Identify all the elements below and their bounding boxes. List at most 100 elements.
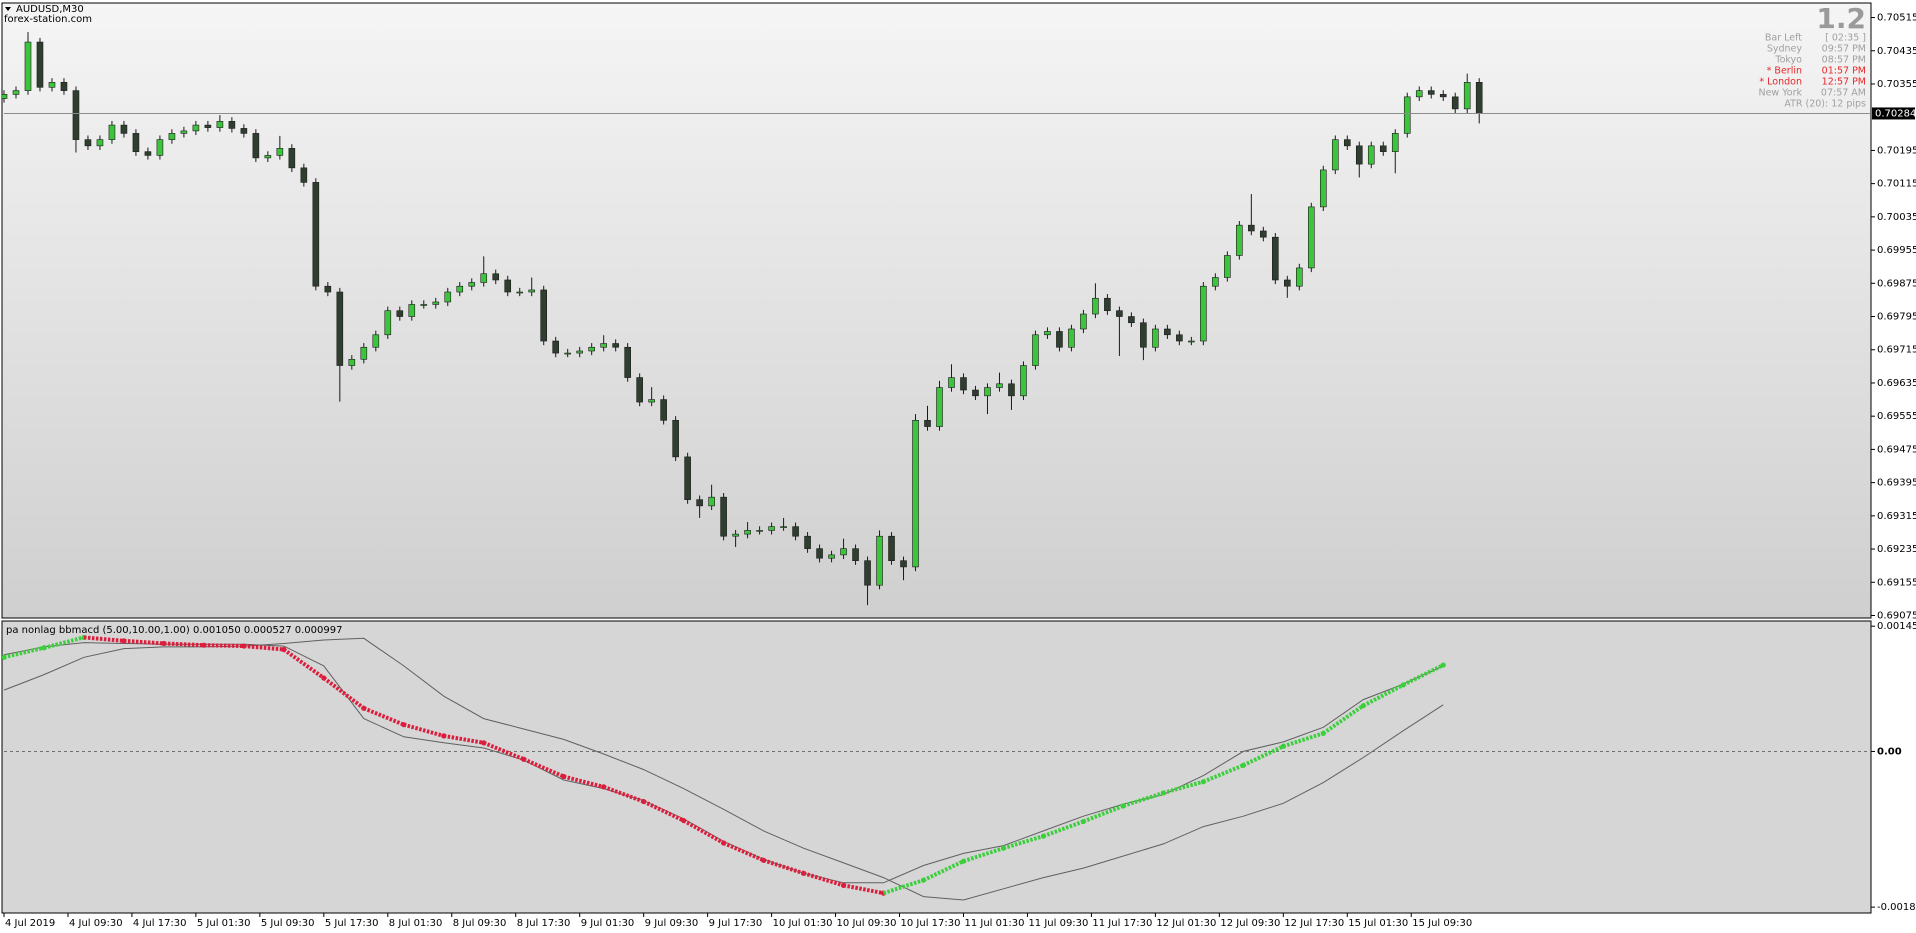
symbol-menu-arrow[interactable] [5,7,11,11]
main-segment [882,878,925,896]
info-label: * Berlin [1767,66,1802,77]
candle-body [672,420,679,458]
candle-body [852,548,859,561]
candle-body [348,358,356,366]
info-label: * London [1759,77,1802,88]
candle-body [72,90,80,140]
info-value: 09:57 PM [1822,44,1866,55]
candle-body [504,279,512,293]
candle-body [528,289,536,293]
info-value: 12:57 PM [1822,77,1866,88]
x-tick-label: 12 Jul 17:30 [1284,918,1344,929]
candle-body [924,420,931,427]
candle-body [1164,328,1171,336]
candle-body [792,526,799,537]
info-label: Tokyo [1774,55,1802,66]
x-tick-label: 10 Jul 17:30 [901,918,961,929]
info-value: 08:57 PM [1822,55,1866,66]
candle-body [1439,94,1447,98]
candle-body [1403,96,1411,134]
candle-body [720,496,727,537]
y-tick-label: 0.69235 [1877,544,1916,555]
candle-body [648,399,655,403]
info-label: Sydney [1767,44,1803,55]
candle-body [828,554,835,559]
candle-body [1044,331,1051,336]
candle-body [684,456,691,500]
y-tick-label: 0.69315 [1877,511,1916,522]
candle-body [552,340,560,354]
candle-body [216,121,224,128]
x-tick-label: 4 Jul 09:30 [69,918,123,929]
candle-body [1152,328,1159,348]
y-tick-label: 0.69155 [1877,577,1916,588]
candle-body [180,130,188,134]
candle-body [144,151,152,156]
candle-body [1272,236,1279,281]
candle-body [36,41,44,88]
candle-body [432,301,440,305]
candle-body [204,124,212,128]
y-tick-label: 0.70115 [1877,179,1916,190]
y-tick-label: 0.70435 [1877,46,1916,57]
candle-body [60,82,68,91]
y-tick-label: 0.00145 [1877,621,1916,632]
candle-body [456,285,464,293]
candle-body [756,530,763,532]
main-segment [642,799,685,823]
y-tick-label: 0.69795 [1877,312,1916,323]
main-segment [1402,663,1445,687]
main-segment [403,722,445,738]
x-tick-label: 9 Jul 01:30 [581,918,635,929]
candle-body [876,535,883,586]
candle-body [96,139,104,147]
candle-body [972,389,979,397]
candle-body [12,90,20,95]
y-tick-label: 0.70355 [1877,79,1916,90]
main-segment [1082,804,1125,824]
candle-body [1284,279,1291,287]
y-tick-label: 0.70195 [1877,145,1916,156]
candle-body [540,289,548,342]
candle-body [1116,310,1123,317]
candle-body [1319,169,1327,208]
main-segment [1042,819,1085,838]
candle-body [300,167,308,183]
candle-body [588,346,595,352]
candle-body [168,133,176,140]
candle-body [936,387,943,427]
candle-body [1415,90,1423,98]
candle-body [708,496,715,507]
candle-body [132,133,140,152]
candle-body [984,387,991,397]
candle-body [1140,322,1147,348]
candle-body [84,139,92,147]
candle-body [288,148,296,169]
x-tick-label: 9 Jul 09:30 [645,918,699,929]
candle-body [48,82,56,88]
last-price-box [1872,107,1915,120]
main-segment [123,638,165,646]
candle-body [1391,133,1399,152]
candle-body [240,128,248,134]
info-value: 07:57 AM [1821,88,1866,99]
y-tick-label: 0.00 [1877,746,1902,757]
candle-body [312,182,320,287]
main-segment [843,883,884,896]
y-tick-label: 0.69875 [1877,278,1916,289]
x-tick-label: 15 Jul 09:30 [1412,918,1472,929]
candle-body [468,282,476,287]
main-panel [1,2,1872,619]
y-tick-label: 0.70515 [1877,13,1916,24]
candle-body [732,533,739,537]
candle-body [516,291,524,294]
symbol-label: AUDUSD,M30 [16,4,84,15]
main-segment [563,774,605,789]
main-segment [163,641,204,648]
candle-body [1224,255,1231,278]
candle-body [636,377,643,403]
candle-body [1104,297,1111,312]
main-segment [363,706,405,727]
x-tick-label: 4 Jul 2019 [5,918,55,929]
candle-body [276,148,284,156]
